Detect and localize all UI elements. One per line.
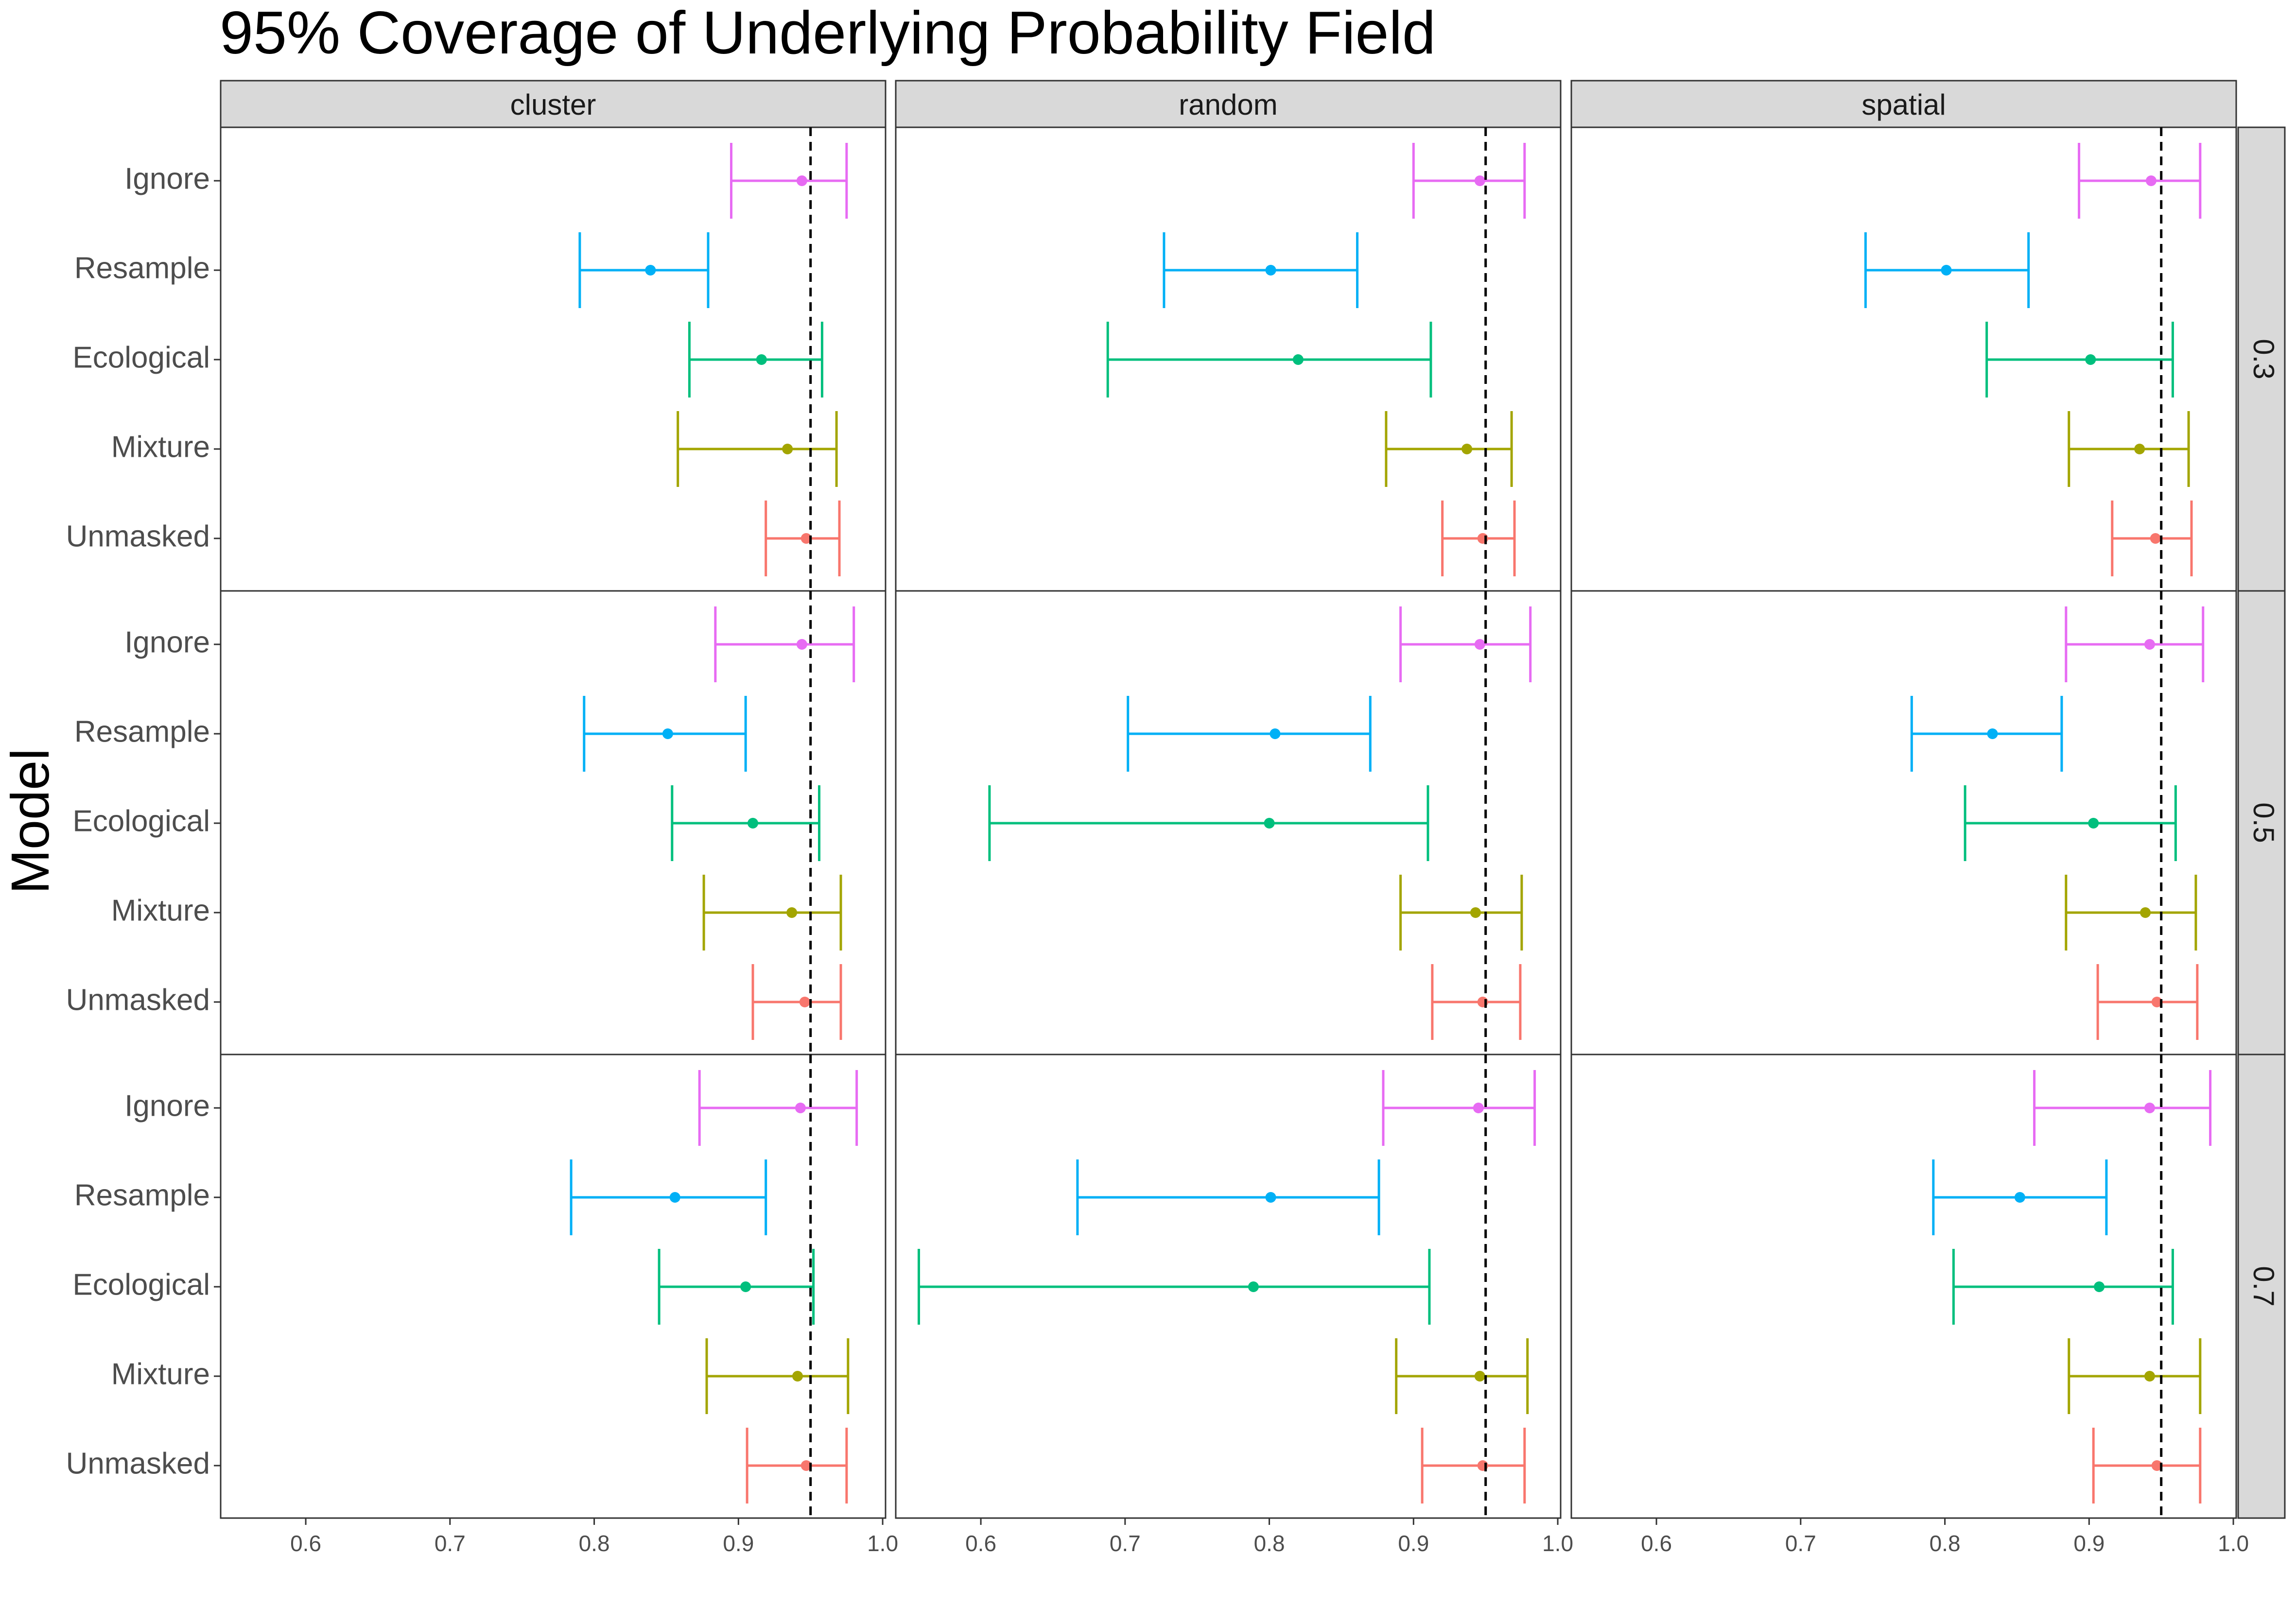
- column-strip-label: cluster: [510, 88, 596, 121]
- column-strip: [220, 80, 887, 128]
- point-estimate: [800, 1460, 812, 1471]
- point-estimate: [1270, 728, 1281, 739]
- point-estimate: [669, 1192, 680, 1203]
- point-estimate: [799, 997, 810, 1007]
- x-tick-label: 1.0: [1542, 1531, 1573, 1556]
- point-estimate: [645, 265, 656, 276]
- panel-random-0.5: [895, 590, 1562, 1055]
- point-estimate: [1461, 444, 1473, 454]
- column-strip-label: spatial: [1861, 88, 1946, 121]
- panel-cluster-0.5: [220, 590, 887, 1055]
- y-axis-title: Model: [0, 748, 60, 894]
- point-estimate: [1474, 639, 1485, 650]
- point-estimate: [2144, 1371, 2155, 1382]
- point-estimate: [782, 444, 793, 454]
- row-strip: [2237, 126, 2286, 592]
- chart-title: 95% Coverage of Underlying Probability F…: [220, 0, 1436, 67]
- y-tick-label: Unmasked: [66, 519, 210, 553]
- point-estimate: [2145, 175, 2157, 186]
- y-tick-label: Resample: [74, 251, 210, 285]
- y-tick-label: Unmasked: [66, 983, 210, 1017]
- point-estimate: [2144, 1103, 2155, 1113]
- y-tick-label: Resample: [74, 1178, 210, 1212]
- point-estimate: [2144, 639, 2155, 650]
- point-estimate: [2134, 444, 2145, 454]
- y-tick-label: Unmasked: [66, 1447, 210, 1480]
- point-estimate: [796, 639, 807, 650]
- point-estimate: [2085, 354, 2096, 365]
- x-tick-label: 0.9: [2073, 1531, 2105, 1556]
- point-estimate: [1474, 175, 1485, 186]
- x-tick-label: 0.9: [1398, 1531, 1429, 1556]
- point-estimate: [1248, 1281, 1259, 1292]
- point-estimate: [747, 818, 758, 829]
- x-tick-label: 0.6: [1641, 1531, 1672, 1556]
- x-tick-label: 0.8: [1254, 1531, 1285, 1556]
- panel-random-0.7: [895, 1054, 1562, 1519]
- row-strip-label: 0.7: [2247, 1266, 2280, 1306]
- y-tick-label: Ignore: [124, 1089, 210, 1123]
- y-tick-label: Mixture: [111, 894, 210, 927]
- x-tick-label: 1.0: [2218, 1531, 2249, 1556]
- point-estimate: [2151, 1460, 2162, 1471]
- panel-random-0.3: [895, 126, 1562, 592]
- x-tick-label: 0.6: [965, 1531, 996, 1556]
- row-strip-label: 0.5: [2247, 802, 2280, 843]
- point-estimate: [740, 1281, 751, 1292]
- panels-layer: cluster random spatial 0.3 0.5 0.7 Ignore Resam…: [66, 80, 2286, 1556]
- point-estimate: [2140, 907, 2151, 918]
- y-tick-label: Ecological: [72, 341, 210, 374]
- y-tick-label: Resample: [74, 715, 210, 748]
- x-tick-label: 0.8: [579, 1531, 610, 1556]
- column-strip: [895, 80, 1562, 128]
- x-tick-label: 1.0: [867, 1531, 898, 1556]
- point-estimate: [1473, 1103, 1484, 1113]
- column-strip-label: random: [1179, 88, 1277, 121]
- panel-spatial-0.3: [1570, 126, 2237, 592]
- point-estimate: [1941, 265, 1952, 276]
- point-estimate: [1470, 907, 1481, 918]
- point-estimate: [786, 907, 798, 918]
- x-tick-label: 0.7: [435, 1531, 466, 1556]
- x-tick-label: 0.9: [723, 1531, 754, 1556]
- point-estimate: [662, 728, 673, 739]
- row-strip: [2237, 1054, 2286, 1519]
- x-tick-label: 0.7: [1785, 1531, 1816, 1556]
- point-estimate: [1264, 818, 1275, 829]
- point-estimate: [1292, 354, 1304, 365]
- point-estimate: [795, 1103, 806, 1113]
- x-tick-label: 0.6: [290, 1531, 321, 1556]
- y-tick-label: Mixture: [111, 1357, 210, 1391]
- y-tick-label: Mixture: [111, 430, 210, 464]
- point-estimate: [2150, 533, 2161, 544]
- point-estimate: [800, 533, 812, 544]
- point-estimate: [1474, 1371, 1485, 1382]
- panel-cluster-0.3: [220, 126, 887, 592]
- column-strip: [1570, 80, 2237, 128]
- point-estimate: [792, 1371, 803, 1382]
- point-estimate: [1265, 265, 1276, 276]
- y-tick-label: Ecological: [72, 1268, 210, 1301]
- y-tick-label: Ignore: [124, 162, 210, 195]
- point-estimate: [1265, 1192, 1276, 1203]
- y-tick-label: Ecological: [72, 804, 210, 838]
- panel-cluster-0.7: [220, 1054, 887, 1519]
- point-estimate: [2088, 818, 2099, 829]
- point-estimate: [796, 175, 807, 186]
- point-estimate: [2094, 1281, 2105, 1292]
- point-estimate: [2014, 1192, 2025, 1203]
- point-estimate: [1987, 728, 1998, 739]
- point-estimate: [2151, 997, 2162, 1007]
- panel-spatial-0.5: [1570, 590, 2237, 1055]
- y-tick-label: Ignore: [124, 625, 210, 659]
- x-tick-label: 0.8: [1930, 1531, 1961, 1556]
- panel-spatial-0.7: [1570, 1054, 2237, 1519]
- row-strip-label: 0.3: [2247, 339, 2280, 379]
- point-estimate: [756, 354, 767, 365]
- x-tick-label: 0.7: [1110, 1531, 1141, 1556]
